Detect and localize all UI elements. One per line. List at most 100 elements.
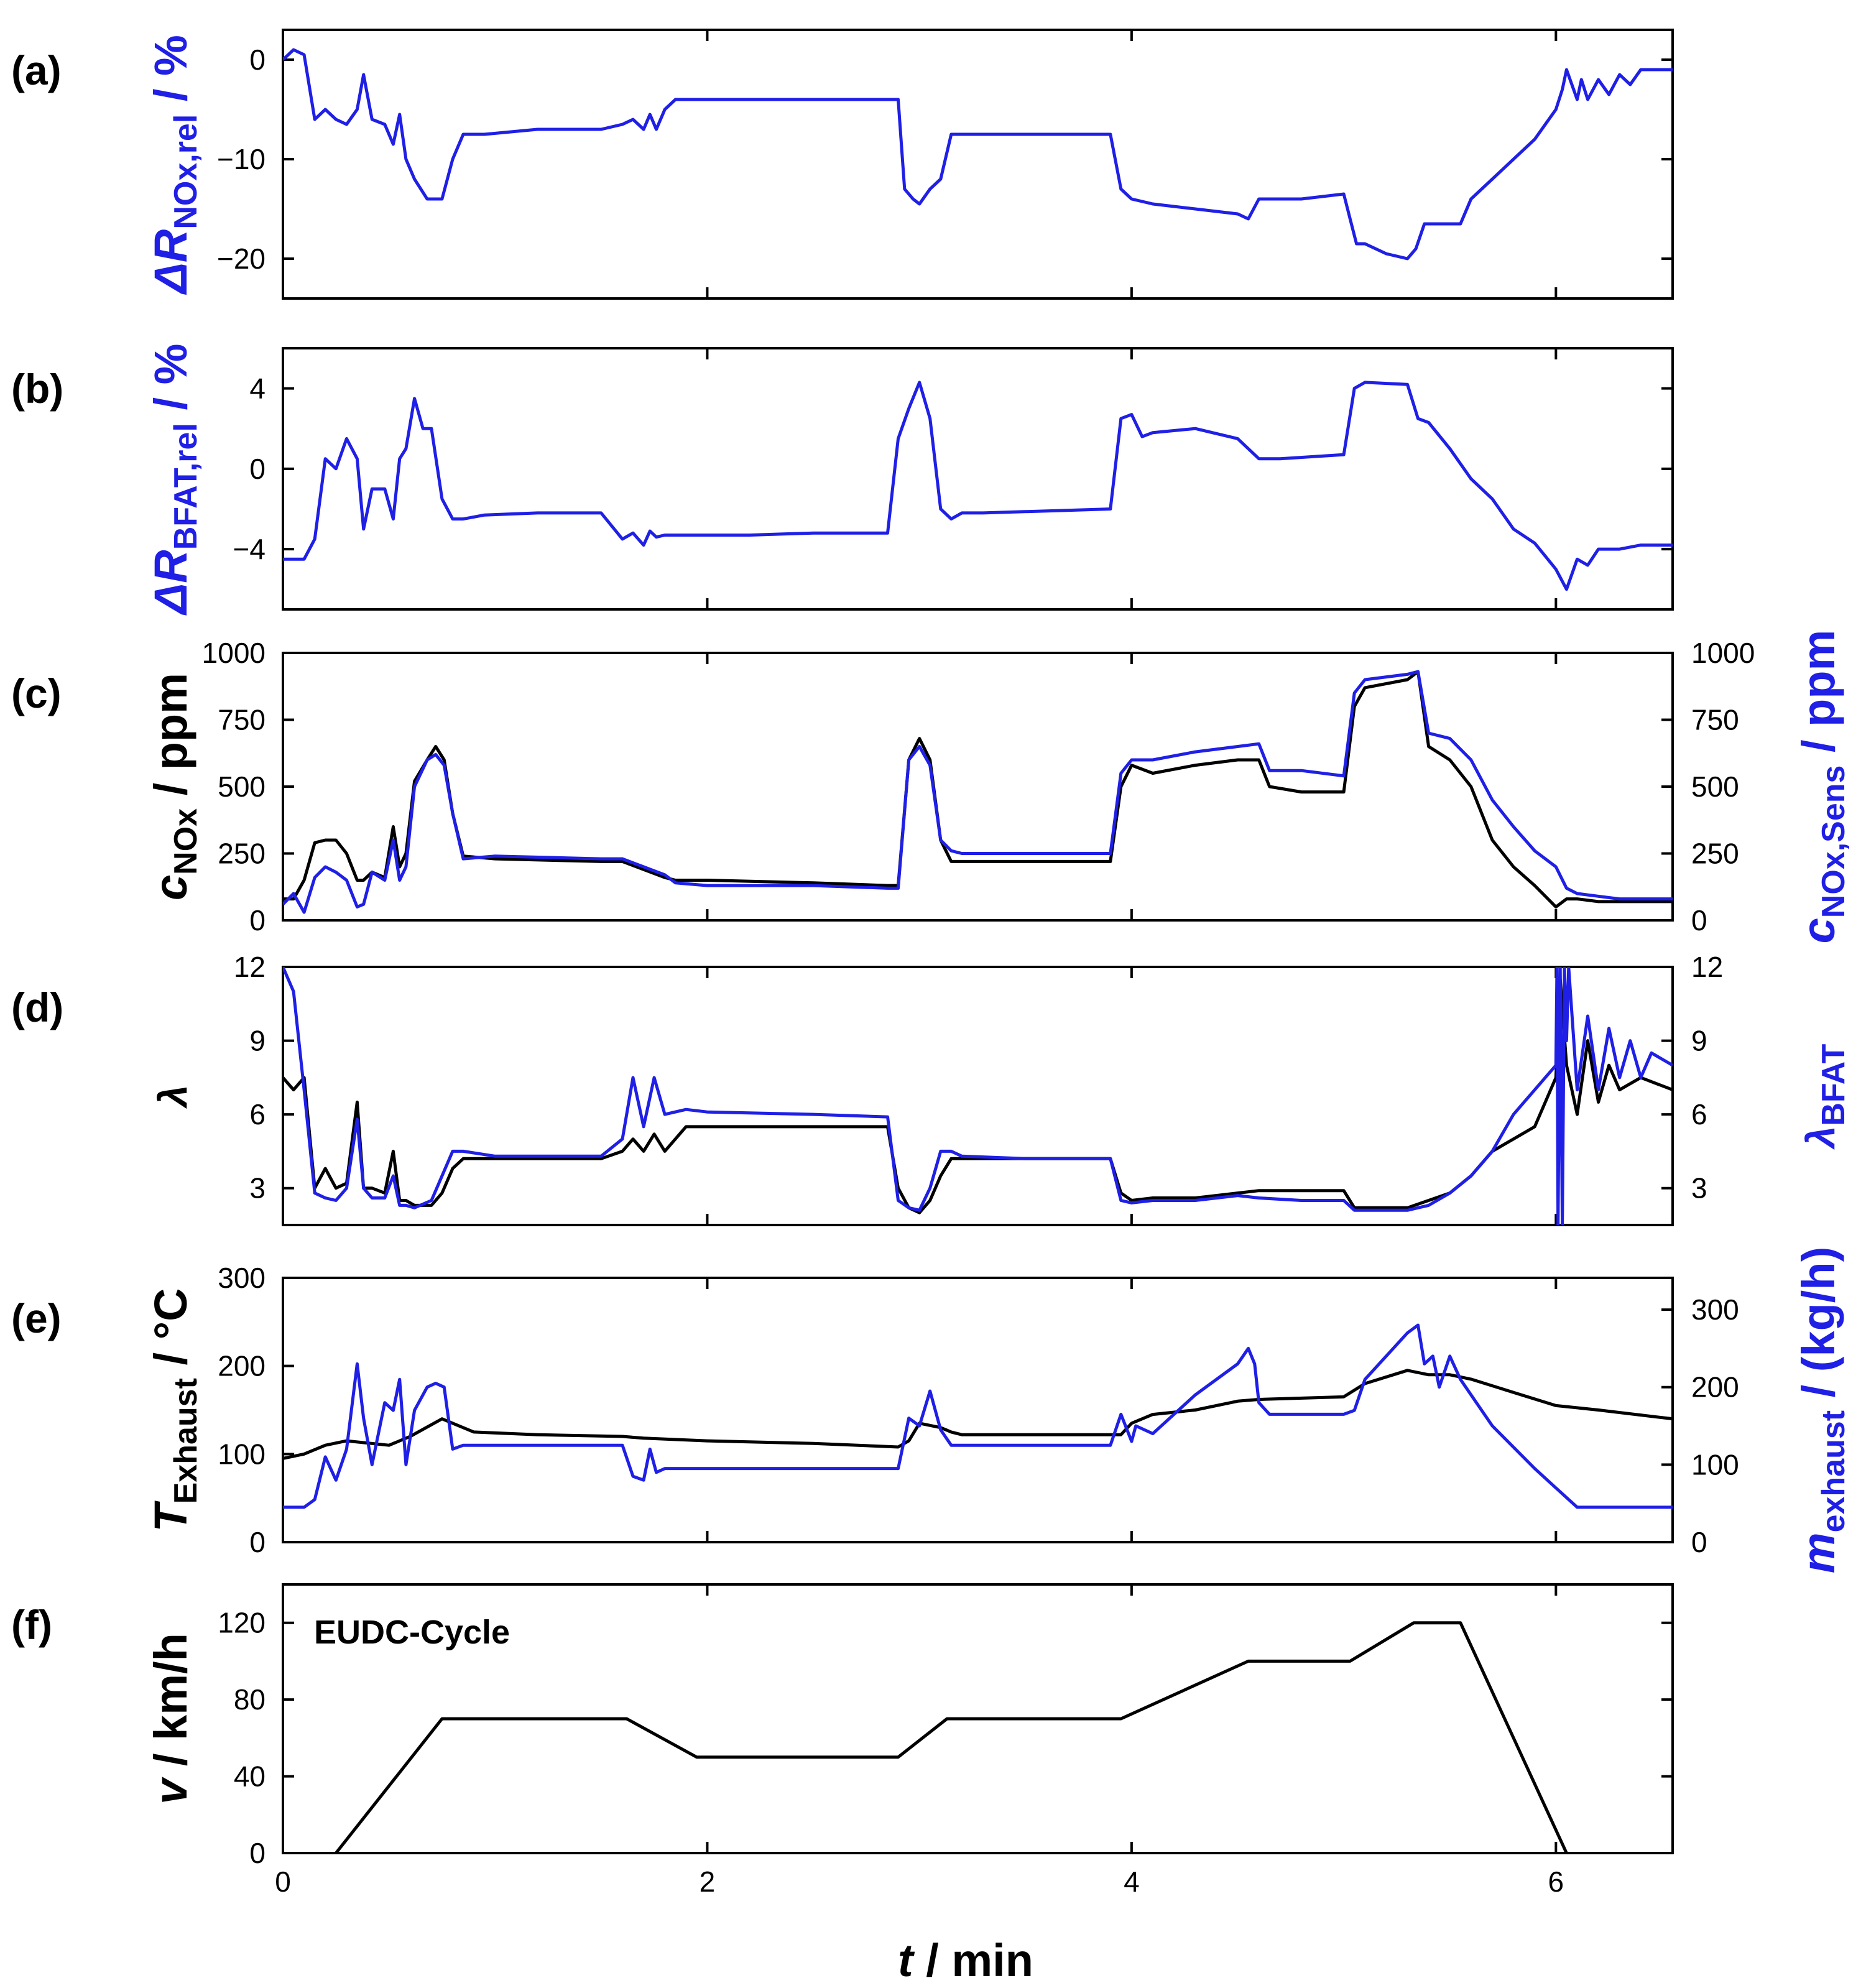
- panel-b-y-tick-label: 4: [249, 372, 266, 405]
- panel-c-y-tick-label-right: 750: [1691, 704, 1739, 736]
- panel-c-series-0-line: [283, 670, 1673, 908]
- panel-f-label: (f): [11, 1602, 52, 1648]
- panel-a-y-tick-label: −20: [217, 243, 266, 275]
- panel-c-y-tick-label-right: 0: [1691, 904, 1707, 936]
- panel-d-y-tick-label: 9: [249, 1025, 266, 1057]
- panel-d-frame: [282, 966, 1674, 1226]
- panel-e-y-tick-label: 200: [218, 1350, 266, 1382]
- panel-e-y-axis-title-right-symbol: m: [1793, 1532, 1844, 1573]
- panel-e-y-axis-title-right: mexhaust / (kg/h): [1793, 1247, 1852, 1573]
- panel-a-frame: [282, 29, 1674, 300]
- panel-e-y-axis-title-right-subscript: exhaust: [1816, 1410, 1852, 1533]
- panel-c-y-tick-label-right: 500: [1691, 770, 1739, 803]
- panel-c-y-tick-label: 250: [218, 838, 266, 870]
- panel-e-y-axis-title-right-unit: / (kg/h): [1793, 1247, 1844, 1410]
- panel-e-y-tick-label: 300: [218, 1262, 266, 1294]
- panel-b-y-tick-label: 0: [249, 453, 266, 485]
- panel-a-y-axis-title-subscript: NOx,rel: [168, 114, 204, 229]
- panel-e-y-tick-label: 100: [218, 1438, 266, 1470]
- panel-b-frame: [282, 347, 1674, 611]
- panel-d-y-axis-title-right: λBFAT: [1798, 1044, 1852, 1150]
- x-tick-label: 2: [700, 1865, 716, 1898]
- x-tick-label: 0: [275, 1865, 291, 1898]
- panel-e-label: (e): [11, 1295, 62, 1341]
- panel-d-y-tick-label-right: 6: [1691, 1098, 1707, 1130]
- panel-d-y-tick-label: 12: [234, 951, 266, 983]
- panel-e-y-axis-title: TExhaust / °C: [145, 1288, 204, 1532]
- series-layer: [283, 48, 1673, 1853]
- panel-f-annotation: EUDC-Cycle: [314, 1614, 510, 1651]
- panel-c-series-1-line: [283, 670, 1673, 914]
- panel-b-y-axis-title: ΔRBFAT,rel / %: [145, 344, 204, 616]
- panel-e-y-tick-label-right: 200: [1691, 1371, 1739, 1403]
- panel-f-y-tick-label: 40: [234, 1760, 266, 1793]
- panel-d-y-axis-title-symbol: λ: [150, 1085, 195, 1109]
- panel-c-y-tick-label: 1000: [202, 637, 266, 669]
- panel-c-label: (c): [11, 670, 62, 716]
- panel-d-series-1-line: [283, 967, 1673, 1225]
- panel-c-y-tick-label: 0: [249, 904, 266, 936]
- panel-f-frame: [282, 1583, 1674, 1854]
- panel-a-series-0-line: [283, 48, 1673, 261]
- panel-c-frame: [282, 652, 1674, 922]
- panel-e-y-axis-title-subscript: Exhaust: [168, 1378, 204, 1504]
- panel-d-label: (d): [11, 984, 63, 1030]
- panel-a-y-axis-title-symbol: ΔR: [145, 229, 196, 295]
- panel-c-y-tick-label-right: 1000: [1691, 637, 1755, 669]
- panel-e-y-axis-title-unit: / °C: [145, 1288, 196, 1378]
- panel-a-y-tick-label: 0: [249, 44, 266, 76]
- panel-c-y-axis-title-right-symbol: c: [1793, 918, 1844, 943]
- panel-e-series-0-line: [283, 1369, 1673, 1460]
- panel-f-y-axis-title: v / km/h: [145, 1633, 196, 1805]
- panel-e-y-tick-label-right: 0: [1691, 1526, 1707, 1558]
- panel-e-y-tick-label: 0: [249, 1526, 266, 1558]
- text-layer: −20−100(a)ΔRNOx,rel / %−404(b)ΔRBFAT,rel…: [11, 35, 1852, 1898]
- panel-f-y-tick-label: 80: [234, 1683, 266, 1716]
- panel-f-series-0-line: [335, 1621, 1568, 1853]
- x-tick-label: 4: [1124, 1865, 1140, 1898]
- panel-c-y-axis-title-symbol: c: [145, 875, 196, 900]
- panel-b-y-axis-title-unit: / %: [145, 344, 196, 423]
- panel-d-y-axis-title-right-subscript: BFAT: [1816, 1044, 1852, 1126]
- panel-f-y-tick-label: 120: [218, 1607, 266, 1639]
- x-axis-symbol: t: [898, 1935, 915, 1986]
- panel-d-y-axis-title-right-symbol: λ: [1798, 1126, 1843, 1150]
- panel-a-y-tick-label: −10: [217, 143, 266, 175]
- panel-d-y-tick-label-right: 3: [1691, 1172, 1707, 1204]
- panel-e-frame: [282, 1277, 1674, 1543]
- panel-c-y-tick-label: 500: [218, 770, 266, 803]
- panel-a-label: (a): [11, 47, 62, 93]
- panel-b-series-0-line: [283, 381, 1673, 591]
- x-axis-unit: / min: [913, 1935, 1033, 1986]
- panel-f-y-axis-title-unit: / km/h: [145, 1633, 196, 1778]
- panel-d-y-axis-title: λ: [150, 1085, 195, 1109]
- axes-layer: [282, 29, 1674, 1854]
- panel-a-y-axis-title: ΔRNOx,rel / %: [145, 35, 204, 295]
- panel-d-y-tick-label: 3: [249, 1172, 266, 1204]
- panel-b-label: (b): [11, 366, 63, 412]
- panel-c-y-axis-title-unit: / ppm: [145, 673, 196, 808]
- panel-a-y-axis-title-unit: / %: [145, 35, 196, 114]
- x-axis-title: t / min: [898, 1935, 1033, 1986]
- panel-c-y-axis-title: cNOx / ppm: [145, 673, 204, 900]
- panel-d-series-0-line: [283, 978, 1673, 1214]
- panel-c-y-tick-label-right: 250: [1691, 838, 1739, 870]
- panel-c-y-axis-title-subscript: NOx: [168, 808, 204, 875]
- panel-d-y-tick-label: 6: [249, 1098, 266, 1130]
- panel-b-y-tick-label: −4: [233, 533, 266, 565]
- panel-c-y-axis-title-right: cNOx,Sens / ppm: [1793, 630, 1852, 944]
- panel-f-y-tick-label: 0: [249, 1837, 266, 1869]
- panel-e-y-tick-label-right: 100: [1691, 1448, 1739, 1481]
- panel-e-y-axis-title-symbol: T: [145, 1500, 196, 1532]
- panel-b-y-axis-title-subscript: BFAT,rel: [168, 423, 204, 550]
- panel-e-series-1-line: [283, 1323, 1673, 1509]
- x-tick-label: 6: [1548, 1865, 1564, 1898]
- panel-c-y-tick-label: 750: [218, 704, 266, 736]
- panel-c-y-axis-title-right-subscript: NOx,Sens: [1816, 765, 1852, 918]
- panel-c-y-axis-title-right-unit: / ppm: [1793, 630, 1844, 765]
- panel-e-y-tick-label-right: 300: [1691, 1293, 1739, 1326]
- panel-d-y-tick-label-right: 12: [1691, 951, 1723, 983]
- panel-f-y-axis-title-symbol: v: [145, 1777, 196, 1805]
- panel-b-y-axis-title-symbol: ΔR: [145, 550, 196, 616]
